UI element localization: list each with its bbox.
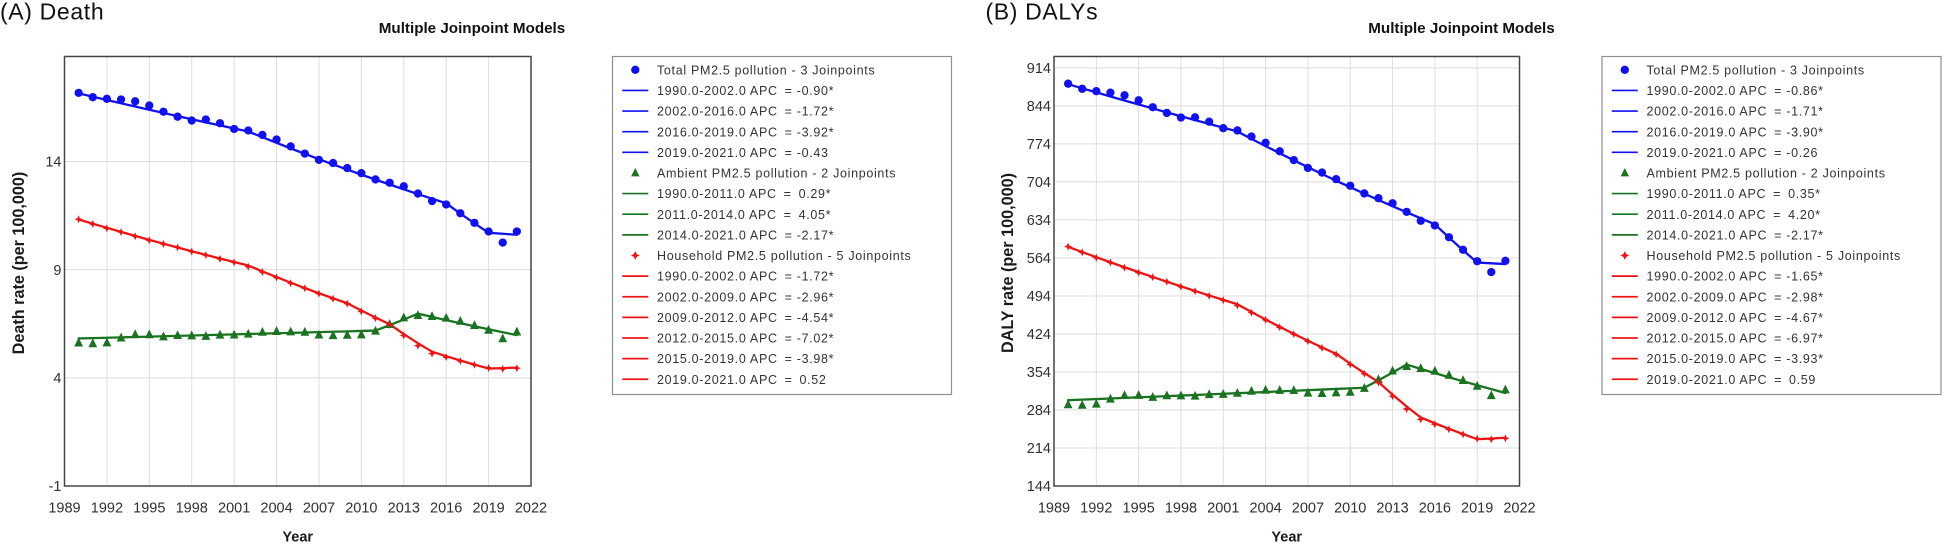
svg-text:2001: 2001 bbox=[218, 500, 250, 516]
svg-text:2011.0-2014.0 APC = 4.05*: 2011.0-2014.0 APC = 4.05* bbox=[657, 208, 831, 222]
svg-text:Household PM2.5 pollution - 5: Household PM2.5 pollution - 5 Joinpoints bbox=[657, 249, 911, 263]
svg-text:(A) Death: (A) Death bbox=[0, 0, 104, 25]
svg-text:2016.0-2019.0 APC = -3.92*: 2016.0-2019.0 APC = -3.92* bbox=[657, 125, 834, 139]
svg-text:Ambient PM2.5 pollution - 2 Jo: Ambient PM2.5 pollution - 2 Joinpoints bbox=[1647, 167, 1886, 181]
svg-text:Total PM2.5 pollution - 3 Join: Total PM2.5 pollution - 3 Joinpoints bbox=[657, 63, 875, 77]
svg-text:914: 914 bbox=[1027, 61, 1051, 77]
svg-text:Multiple Joinpoint Models: Multiple Joinpoint Models bbox=[1368, 20, 1554, 37]
svg-text:2019.0-2021.0 APC = 0.52: 2019.0-2021.0 APC = 0.52 bbox=[657, 373, 827, 387]
svg-text:634: 634 bbox=[1027, 213, 1051, 229]
svg-text:2013: 2013 bbox=[388, 500, 420, 516]
svg-text:2014.0-2021.0 APC = -2.17*: 2014.0-2021.0 APC = -2.17* bbox=[657, 228, 834, 242]
svg-text:2002.0-2016.0 APC = -1.72*: 2002.0-2016.0 APC = -1.72* bbox=[657, 105, 834, 119]
svg-text:2004: 2004 bbox=[1249, 500, 1281, 516]
svg-text:2016: 2016 bbox=[1419, 500, 1451, 516]
svg-text:Household PM2.5 pollution - 5: Household PM2.5 pollution - 5 Joinpoints bbox=[1647, 249, 1901, 263]
svg-text:704: 704 bbox=[1027, 175, 1051, 191]
svg-text:774: 774 bbox=[1027, 137, 1051, 153]
svg-text:2016.0-2019.0 APC = -3.90*: 2016.0-2019.0 APC = -3.90* bbox=[1647, 125, 1824, 139]
svg-text:2016: 2016 bbox=[430, 500, 462, 516]
svg-text:2004: 2004 bbox=[260, 500, 292, 516]
svg-text:2009.0-2012.0 APC = -4.54*: 2009.0-2012.0 APC = -4.54* bbox=[657, 311, 834, 325]
svg-text:2022: 2022 bbox=[515, 500, 547, 516]
svg-text:2001: 2001 bbox=[1207, 500, 1239, 516]
svg-text:Total PM2.5 pollution - 3 Join: Total PM2.5 pollution - 3 Joinpoints bbox=[1647, 63, 1865, 77]
svg-text:424: 424 bbox=[1027, 327, 1051, 343]
svg-text:(B) DALYs: (B) DALYs bbox=[986, 0, 1099, 25]
svg-text:1995: 1995 bbox=[1123, 500, 1155, 516]
svg-text:1995: 1995 bbox=[133, 500, 165, 516]
svg-text:1990.0-2011.0 APC = 0.35*: 1990.0-2011.0 APC = 0.35* bbox=[1647, 187, 1821, 201]
svg-text:2009.0-2012.0 APC = -4.67*: 2009.0-2012.0 APC = -4.67* bbox=[1647, 311, 1824, 325]
svg-text:2019.0-2021.0 APC = -0.26: 2019.0-2021.0 APC = -0.26 bbox=[1647, 146, 1819, 160]
svg-text:2002.0-2009.0 APC = -2.96*: 2002.0-2009.0 APC = -2.96* bbox=[657, 290, 834, 304]
svg-text:1990.0-2002.0 APC = -1.72*: 1990.0-2002.0 APC = -1.72* bbox=[657, 270, 834, 284]
svg-text:2019.0-2021.0 APC = -0.43: 2019.0-2021.0 APC = -0.43 bbox=[657, 146, 829, 160]
svg-text:2015.0-2019.0 APC = -3.98*: 2015.0-2019.0 APC = -3.98* bbox=[657, 352, 834, 366]
svg-text:Year: Year bbox=[1271, 530, 1302, 546]
svg-text:2013: 2013 bbox=[1376, 500, 1408, 516]
svg-text:Death rate (per 100,000): Death rate (per 100,000) bbox=[10, 172, 28, 355]
svg-text:214: 214 bbox=[1027, 441, 1051, 457]
svg-text:-1: -1 bbox=[49, 479, 62, 495]
svg-text:Ambient PM2.5 pollution - 2 Jo: Ambient PM2.5 pollution - 2 Joinpoints bbox=[657, 167, 896, 181]
svg-text:2011.0-2014.0 APC = 4.20*: 2011.0-2014.0 APC = 4.20* bbox=[1647, 208, 1821, 222]
svg-text:1992: 1992 bbox=[91, 500, 123, 516]
svg-text:844: 844 bbox=[1027, 99, 1051, 115]
svg-text:2002.0-2009.0 APC = -2.98*: 2002.0-2009.0 APC = -2.98* bbox=[1647, 290, 1824, 304]
svg-text:1992: 1992 bbox=[1080, 500, 1112, 516]
svg-text:1989: 1989 bbox=[1038, 500, 1070, 516]
svg-text:1990.0-2002.0 APC = -1.65*: 1990.0-2002.0 APC = -1.65* bbox=[1647, 270, 1824, 284]
svg-text:2010: 2010 bbox=[345, 500, 377, 516]
svg-text:284: 284 bbox=[1027, 403, 1051, 419]
svg-text:2012.0-2015.0 APC = -6.97*: 2012.0-2015.0 APC = -6.97* bbox=[1647, 332, 1824, 346]
svg-text:2012.0-2015.0 APC = -7.02*: 2012.0-2015.0 APC = -7.02* bbox=[657, 332, 834, 346]
svg-text:2010: 2010 bbox=[1334, 500, 1366, 516]
svg-text:1990.0-2011.0 APC = 0.29*: 1990.0-2011.0 APC = 0.29* bbox=[657, 187, 831, 201]
svg-text:354: 354 bbox=[1027, 365, 1051, 381]
svg-text:2007: 2007 bbox=[1292, 500, 1324, 516]
svg-text:2007: 2007 bbox=[303, 500, 335, 516]
svg-text:1990.0-2002.0 APC = -0.90*: 1990.0-2002.0 APC = -0.90* bbox=[657, 84, 834, 98]
svg-text:2014.0-2021.0 APC = -2.17*: 2014.0-2021.0 APC = -2.17* bbox=[1647, 228, 1824, 242]
svg-text:4: 4 bbox=[53, 371, 61, 387]
svg-text:Year: Year bbox=[282, 530, 313, 546]
svg-text:1990.0-2002.0 APC = -0.86*: 1990.0-2002.0 APC = -0.86* bbox=[1647, 84, 1824, 98]
svg-text:2015.0-2019.0 APC = -3.93*: 2015.0-2019.0 APC = -3.93* bbox=[1647, 352, 1824, 366]
svg-text:14: 14 bbox=[45, 155, 61, 171]
svg-text:2019.0-2021.0 APC = 0.59: 2019.0-2021.0 APC = 0.59 bbox=[1647, 373, 1817, 387]
svg-text:2019: 2019 bbox=[472, 500, 504, 516]
svg-text:Multiple Joinpoint Models: Multiple Joinpoint Models bbox=[379, 20, 565, 37]
svg-text:1998: 1998 bbox=[176, 500, 208, 516]
svg-text:564: 564 bbox=[1027, 251, 1051, 267]
svg-text:9: 9 bbox=[53, 263, 61, 279]
svg-text:2002.0-2016.0 APC = -1.71*: 2002.0-2016.0 APC = -1.71* bbox=[1647, 105, 1824, 119]
svg-text:144: 144 bbox=[1027, 479, 1051, 495]
svg-text:2019: 2019 bbox=[1461, 500, 1493, 516]
svg-text:494: 494 bbox=[1027, 289, 1051, 305]
svg-text:1989: 1989 bbox=[48, 500, 80, 516]
svg-text:1998: 1998 bbox=[1165, 500, 1197, 516]
svg-text:DALY rate (per 100,000): DALY rate (per 100,000) bbox=[999, 173, 1017, 353]
svg-text:2022: 2022 bbox=[1503, 500, 1535, 516]
